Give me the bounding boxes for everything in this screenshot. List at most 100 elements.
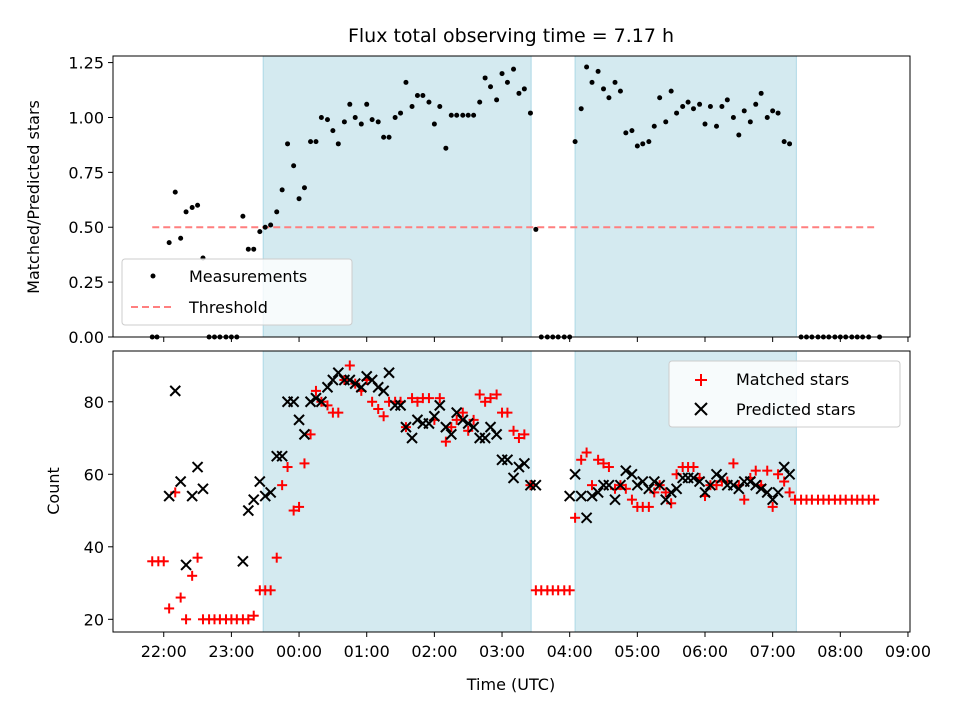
matched-star-point [666,498,677,509]
measurement-point [426,99,432,105]
measurement-point [651,123,657,129]
measurement-point [262,224,268,230]
matched-star-point [294,501,305,512]
measurement-point [454,112,460,118]
predicted-star-point [614,479,627,491]
measurement-point [335,141,341,147]
measurement-point [781,139,787,145]
measurement-point [347,101,353,107]
measurement-point [758,90,764,96]
top-y-tick-label: 0.75 [68,163,104,182]
x-tick-label: 09:00 [885,642,931,661]
measurements-series [149,64,883,340]
predicted-star-point [298,428,311,441]
measurement-point [257,229,263,235]
measurement-point [381,134,387,140]
bottom-y-tick-label: 20 [84,610,104,629]
matched-star-point [649,487,660,498]
bottom-y-tick-label: 80 [84,393,104,412]
predicted-star-point [643,483,655,495]
predicted-star-point [445,428,457,441]
matched-star-point [367,396,378,407]
legend-measurements-marker [150,273,156,279]
measurement-point [471,112,477,118]
matched-star-point [508,425,519,436]
matched-star-point [491,389,502,400]
x-tick-label: 01:00 [344,642,390,661]
x-tick-label: 02:00 [411,642,457,661]
matched-star-point [305,429,316,440]
predicted-star-point [501,454,514,466]
predicted-star-point [563,490,576,502]
measurement-point [409,103,415,109]
predicted-star-point [518,457,531,470]
matched-star-point [739,494,750,505]
predicted-star-point [727,479,740,491]
matched-star-point [660,487,671,498]
x-tick-label: 06:00 [682,642,728,661]
measurement-point [386,134,392,140]
measurement-point [504,79,510,85]
measurement-point [465,112,471,118]
measurement-point [657,95,663,101]
predicted-star-point [704,479,717,491]
matched-star-point [519,429,530,440]
matched-star-point [446,422,457,433]
matched-star-point [728,458,739,469]
measurement-point [663,119,669,125]
measurement-point [477,99,483,105]
measurement-point [640,141,646,147]
predicted-star-point [394,399,407,412]
legend-matched-label: Matched stars [736,370,849,389]
predicted-star-point [186,490,198,502]
measurement-point [511,66,517,72]
top-y-tick-label: 0.00 [68,328,104,347]
predicted-star-point [783,468,796,480]
matched-star-point [451,414,462,425]
matched-star-point [474,389,485,400]
matched-star-point [564,585,575,596]
matched-star-point [440,436,451,447]
bottom-x-ticks: 22:00 23:00 00:00 01:00 02:00 03:00 04:00 05:00… [141,632,931,661]
matched-star-point [762,465,773,476]
measurement-point [296,196,302,202]
matched-star-point [502,407,513,418]
matched-star-point [485,393,496,404]
bottom-legend: Matched stars Predicted stars [668,360,901,428]
measurement-point [707,103,713,109]
matched-star-point [711,480,722,491]
matched-star-point [480,396,491,407]
measurement-point [341,119,347,125]
matched-star-point [277,480,288,491]
measurement-point [714,123,720,129]
predicted-star-point [191,461,204,473]
matched-star-point [587,480,598,491]
chart-title: Flux total observing time = 7.17 h [348,25,674,47]
measurement-point [775,110,781,116]
measurement-point [764,114,770,120]
legend-matched-marker [695,374,707,386]
measurement-point [392,114,398,120]
predicted-star-point [620,464,632,477]
bottom-y-tick-label: 40 [84,538,104,557]
matched-star-point [412,396,423,407]
measurement-point [674,110,680,116]
predicted-star-point [383,367,395,379]
predicted-star-point [293,414,305,426]
predicted-star-point [344,374,356,386]
legend-measurements-label: Measurements [189,267,307,286]
top-y-axis-label: Matched/Predicted stars [24,100,43,294]
matched-star-point [779,476,790,487]
measurement-point [595,68,601,74]
measurement-point [753,101,759,107]
predicted-star-point [575,490,587,502]
matched-star-point [192,552,203,563]
measurement-point [448,112,454,118]
predicted-star-point [310,392,322,404]
predicted-star-point [169,385,181,397]
measurement-point [358,121,364,127]
measurement-point [172,189,178,195]
predicted-star-point [180,559,192,571]
measurement-point [612,79,618,85]
measurement-point [195,202,201,208]
